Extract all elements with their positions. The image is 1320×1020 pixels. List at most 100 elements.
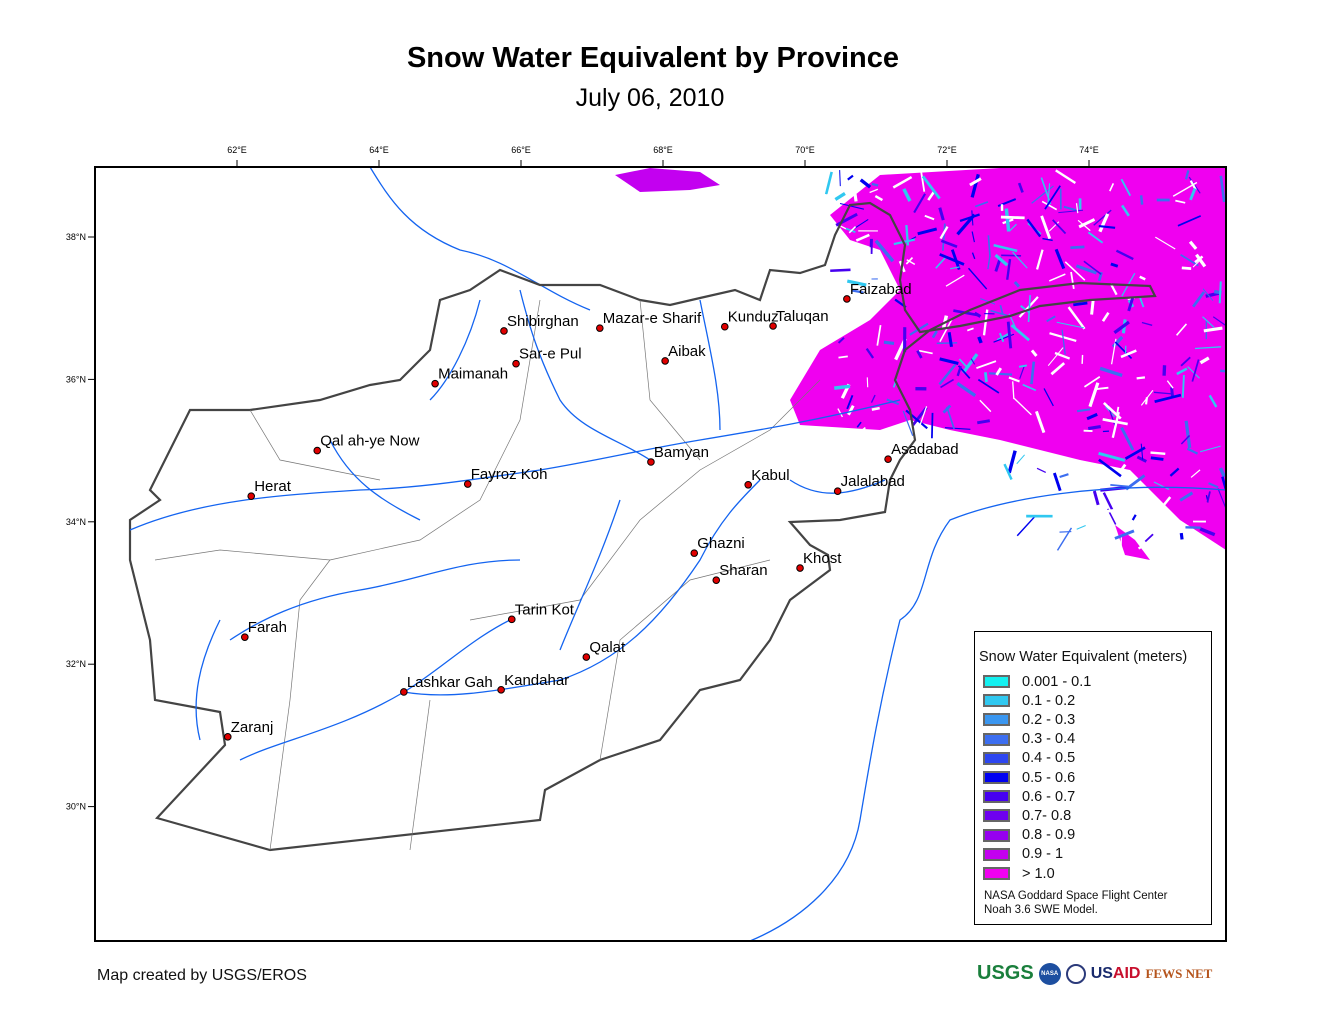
snow-streak (1070, 271, 1075, 289)
snow-streak (987, 235, 991, 258)
snow-streak (859, 178, 872, 189)
snow-streak (958, 358, 969, 369)
snow-streak (940, 378, 954, 389)
snow-streak (1013, 397, 1032, 416)
snow-streak (838, 173, 858, 194)
snow-streak (946, 406, 955, 430)
snow-streak (919, 406, 928, 426)
snow-streak (974, 201, 989, 208)
afghanistan-outline (128, 201, 1157, 852)
lon-tick-label: 72°E (937, 145, 957, 155)
snow-streak (1116, 406, 1120, 414)
snow-streak (1218, 467, 1226, 478)
city-label: Kandahar (504, 672, 569, 689)
snow-streak (990, 309, 1008, 317)
snow-streak (1166, 380, 1174, 389)
snow-streak (999, 332, 1005, 343)
lat-tick-label: 34°N (66, 517, 86, 527)
snow-streak (1086, 412, 1098, 421)
fews-net-logo: FEWS NET (1145, 965, 1213, 981)
snow-streak (967, 327, 974, 332)
legend-label: 0.1 - 0.2 (1022, 692, 1076, 709)
legend-label: 0.6 - 0.7 (1022, 788, 1076, 805)
snow-streak (1013, 281, 1020, 288)
snow-streak (956, 382, 977, 398)
snow-streak (1139, 195, 1144, 205)
city-marker (507, 615, 516, 624)
snow-streak (1131, 514, 1137, 521)
snow-streak (970, 358, 976, 365)
snow-streak (883, 340, 895, 345)
snow-streak (1007, 450, 1017, 474)
snow-streak (1187, 366, 1200, 379)
snow-streak (1075, 264, 1097, 275)
city-marker (582, 653, 591, 661)
usgs-logo: USGS (977, 962, 1034, 984)
snow-streak (1003, 463, 1013, 481)
snow-streak (1102, 418, 1128, 426)
city-label: Mazar-e Sharif (603, 310, 702, 327)
lon-tick-label: 74°E (1079, 145, 1099, 155)
snow-streak (1136, 455, 1147, 463)
rivers-outside (369, 167, 1226, 941)
city-marker (497, 686, 505, 694)
snow-streak (1098, 458, 1122, 478)
snow-streak (1190, 469, 1201, 478)
legend-label: 0.2 - 0.3 (1022, 711, 1076, 728)
legend-label: 0.8 - 0.9 (1022, 827, 1076, 844)
snow-streak (1087, 424, 1101, 431)
city-marker (712, 576, 721, 584)
lon-tick-label: 62°E (227, 145, 247, 155)
snow-streak (995, 367, 1003, 376)
snow-streak (1076, 525, 1086, 530)
city-marker (690, 549, 699, 557)
snow-streak (837, 337, 845, 344)
city-marker (833, 487, 842, 495)
snow-streak (824, 171, 833, 195)
snow-streak (853, 191, 858, 202)
snow-streak (1067, 306, 1086, 330)
legend-item: 0.3 - 0.4 (983, 730, 1075, 749)
snow-streak (1199, 356, 1210, 365)
city-marker (661, 357, 669, 365)
snow-streak (1120, 349, 1137, 359)
snow-streak (1109, 504, 1122, 518)
lon-tick-label: 68°E (653, 145, 673, 155)
legend-item: 0.7- 0.8 (983, 806, 1071, 825)
snow-streak (1110, 262, 1119, 268)
city-label: Fayroz Koh (471, 466, 548, 483)
snow-streak (1090, 300, 1095, 315)
snow-streak (1180, 356, 1191, 367)
lon-tick-label: 70°E (795, 145, 815, 155)
snow-streak (939, 357, 959, 366)
snow-streak (1064, 261, 1086, 281)
snow-streak (1186, 447, 1199, 455)
snow-streak (1114, 341, 1133, 360)
snow-streak (988, 372, 1013, 376)
city-label: Lashkar Gah (407, 674, 493, 691)
snow-streak (1022, 383, 1037, 392)
snow-streak (1000, 215, 1025, 220)
snow-streak (969, 177, 982, 187)
snow-streak (1175, 199, 1186, 204)
city-marker (313, 446, 322, 455)
city-marker (744, 480, 753, 489)
city-marker (463, 480, 472, 488)
snow-streak (967, 267, 988, 290)
legend-label: > 1.0 (1022, 865, 1055, 882)
city-marker (247, 492, 255, 500)
snow-streak (1189, 187, 1197, 201)
snow-streak (1092, 490, 1100, 506)
snow-streak (1180, 434, 1191, 445)
snow-streak (1176, 367, 1188, 376)
city-marker (400, 688, 408, 696)
snow-streak (1073, 301, 1088, 307)
snow-streak (956, 365, 962, 377)
snow-streak (1150, 451, 1166, 455)
snow-streak (837, 408, 844, 418)
snow-streak (1031, 185, 1054, 204)
snow-streak (1181, 374, 1185, 398)
legend-label: 0.3 - 0.4 (1022, 731, 1076, 748)
snow-streak (1125, 474, 1146, 491)
